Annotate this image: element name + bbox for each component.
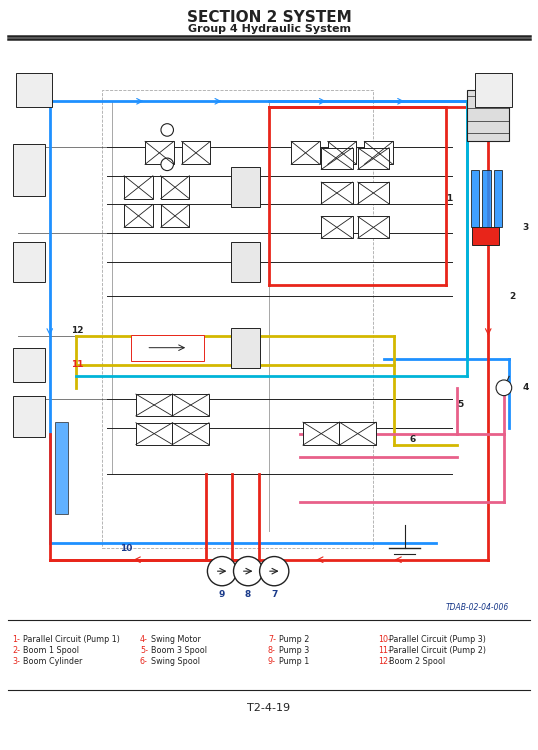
Text: 1: 1 — [447, 194, 453, 203]
Text: 6: 6 — [410, 435, 416, 444]
Circle shape — [161, 124, 173, 136]
Text: 9-: 9- — [268, 657, 276, 666]
Bar — [145, 142, 174, 164]
Text: 10: 10 — [120, 544, 132, 553]
Bar — [181, 142, 210, 164]
Bar — [321, 182, 352, 204]
Text: 8: 8 — [245, 590, 251, 598]
Bar — [358, 217, 389, 238]
Bar — [303, 422, 339, 445]
Text: 12-: 12- — [378, 657, 391, 666]
Bar — [231, 328, 260, 368]
Bar — [321, 217, 352, 238]
Text: T2-4-19: T2-4-19 — [247, 703, 291, 713]
Bar — [13, 397, 45, 436]
Text: TDAB-02-04-006: TDAB-02-04-006 — [446, 603, 509, 612]
Bar — [55, 422, 68, 514]
Bar — [173, 394, 209, 416]
Text: Parallel Circuit (Pump 2): Parallel Circuit (Pump 2) — [389, 646, 486, 655]
Bar — [13, 242, 45, 282]
Circle shape — [260, 556, 289, 586]
Text: 5: 5 — [457, 400, 463, 410]
Text: 11: 11 — [70, 361, 83, 370]
Bar — [124, 205, 153, 227]
Bar — [136, 394, 173, 416]
Text: 1-: 1- — [12, 635, 20, 644]
Text: Boom 2 Spool: Boom 2 Spool — [389, 657, 445, 666]
Bar — [136, 423, 173, 445]
Bar — [328, 142, 357, 164]
Text: 4-: 4- — [140, 635, 148, 644]
Bar — [291, 142, 320, 164]
Bar — [231, 242, 260, 282]
Bar — [102, 90, 373, 548]
Text: Boom 3 Spool: Boom 3 Spool — [151, 646, 207, 655]
Bar — [231, 167, 260, 207]
Bar — [494, 170, 502, 227]
Bar — [468, 90, 509, 142]
Bar — [471, 227, 499, 244]
Bar — [321, 148, 352, 170]
Text: 3: 3 — [522, 223, 528, 232]
Text: Group 4 Hydraulic System: Group 4 Hydraulic System — [188, 24, 350, 34]
Text: 11-: 11- — [378, 646, 391, 655]
Bar — [483, 170, 491, 227]
Text: 9: 9 — [219, 590, 225, 598]
Text: 7: 7 — [271, 590, 278, 598]
Bar — [161, 205, 189, 227]
Text: Swing Motor: Swing Motor — [151, 635, 201, 644]
Text: Pump 2: Pump 2 — [279, 635, 309, 644]
Text: 5-: 5- — [140, 646, 148, 655]
Text: 7-: 7- — [268, 635, 276, 644]
Bar — [358, 182, 389, 204]
Bar — [364, 142, 393, 164]
Text: 12: 12 — [70, 326, 83, 335]
Bar — [8, 44, 530, 617]
Text: Parallel Circuit (Pump 1): Parallel Circuit (Pump 1) — [23, 635, 120, 644]
Text: 4: 4 — [522, 383, 528, 392]
Text: Swing Spool: Swing Spool — [151, 657, 200, 666]
Text: Boom 1 Spool: Boom 1 Spool — [23, 646, 79, 655]
Text: 2-: 2- — [12, 646, 20, 655]
Text: Parallel Circuit (Pump 3): Parallel Circuit (Pump 3) — [389, 635, 486, 644]
Text: SECTION 2 SYSTEM: SECTION 2 SYSTEM — [187, 10, 351, 25]
Circle shape — [161, 158, 173, 170]
Circle shape — [233, 556, 263, 586]
Bar — [475, 73, 512, 107]
Bar — [339, 422, 376, 445]
Circle shape — [496, 380, 512, 396]
Text: 3-: 3- — [12, 657, 20, 666]
Text: 8-: 8- — [268, 646, 276, 655]
Text: 6-: 6- — [140, 657, 148, 666]
Bar — [124, 176, 153, 199]
Bar — [131, 334, 204, 361]
Bar — [471, 170, 479, 227]
Bar — [173, 423, 209, 445]
Text: Boom Cylinder: Boom Cylinder — [23, 657, 82, 666]
Circle shape — [208, 556, 237, 586]
Text: 2: 2 — [509, 292, 515, 301]
Text: Pump 3: Pump 3 — [279, 646, 309, 655]
Bar — [13, 348, 45, 382]
Bar — [161, 176, 189, 199]
Bar — [358, 148, 389, 170]
Bar — [16, 73, 52, 107]
Bar — [13, 144, 45, 196]
Text: 10-: 10- — [378, 635, 391, 644]
Text: Pump 1: Pump 1 — [279, 657, 309, 666]
